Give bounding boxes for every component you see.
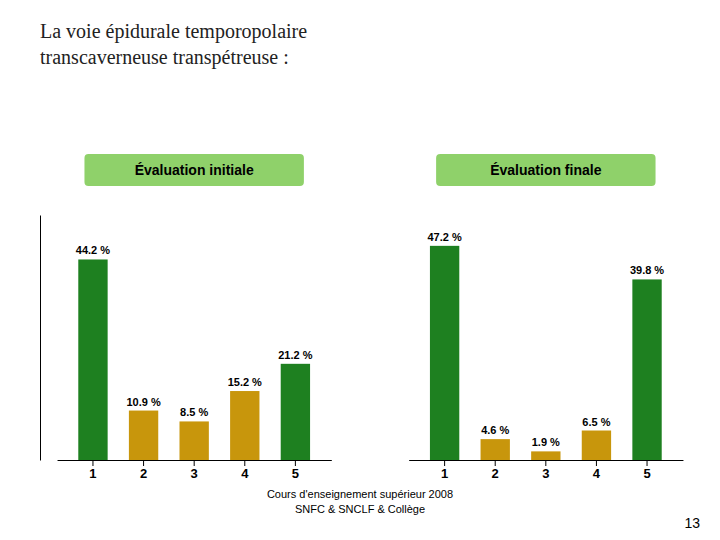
x-tick-mark: [444, 460, 445, 466]
data-labels: 44.2 % 10.9 % 8.5 % 15.2 % 21.2 %: [76, 244, 313, 418]
x-tick: 3: [191, 460, 198, 481]
x-tick: 1: [441, 460, 448, 481]
x-tick-mark: [244, 460, 245, 466]
data-label: 21.2 %: [278, 349, 312, 361]
x-tick-label: 3: [542, 466, 549, 481]
bar: [531, 451, 560, 460]
x-tick-label: 1: [441, 466, 448, 481]
group-label: Évaluation finale: [436, 154, 655, 186]
data-label: 6.5 %: [582, 416, 610, 428]
x-tick-label: 2: [492, 466, 499, 481]
bar: [430, 246, 459, 460]
group-label: Évaluation initiale: [84, 154, 303, 186]
x-tick-label: 2: [140, 466, 147, 481]
x-tick-label: 5: [643, 466, 650, 481]
group-label-text: Évaluation finale: [490, 162, 601, 178]
x-tick: 2: [140, 460, 147, 481]
x-tick-mark: [545, 460, 546, 466]
x-tick: 4: [241, 460, 249, 481]
x-tick-mark: [143, 460, 144, 466]
x-tick-label: 4: [241, 466, 249, 481]
data-label: 39.8 %: [630, 264, 664, 276]
page-number: 13: [684, 515, 700, 531]
group-label-box: [84, 154, 303, 186]
title-line: La voie épidurale temporopolaire: [40, 20, 307, 43]
data-label: 44.2 %: [76, 244, 110, 256]
data-label: 47.2 %: [427, 231, 461, 243]
title: La voie épidurale temporopolaire transcav…: [40, 20, 307, 69]
x-tick-label: 3: [191, 466, 198, 481]
footer: SNFC & SNCLF & Collège: [295, 503, 425, 515]
x-axis: 1 2 3 4 5: [409, 460, 683, 481]
bar: [129, 411, 158, 460]
x-tick: 4: [593, 460, 601, 481]
bar: [230, 391, 259, 460]
x-tick-label: 1: [89, 466, 96, 481]
y-axis-line: [40, 216, 41, 461]
group-label-box: [436, 154, 655, 186]
data-label: 4.6 %: [481, 424, 509, 436]
title-line: transcaverneuse transpétreuse :: [40, 46, 289, 69]
group-label-text: Évaluation initiale: [135, 162, 254, 178]
x-axis: 1 2 3 4 5: [58, 460, 332, 481]
bar: [582, 431, 611, 460]
x-tick-mark: [295, 460, 296, 466]
x-tick-mark: [596, 460, 597, 466]
bar: [281, 364, 310, 460]
x-tick-label: 4: [593, 466, 601, 481]
data-label: 1.9 %: [532, 436, 560, 448]
data-labels: 47.2 % 4.6 % 1.9 % 6.5 % 39.8 %: [427, 231, 664, 449]
y-axis: [40, 216, 41, 461]
x-tick-mark: [647, 460, 648, 466]
x-tick: 5: [643, 460, 650, 481]
bar: [481, 439, 510, 460]
x-tick: 3: [542, 460, 549, 481]
chart: La voie épidurale temporopolaire transcav…: [0, 0, 720, 540]
data-label: 8.5 %: [180, 406, 208, 418]
data-label: 10.9 %: [126, 396, 160, 408]
data-label: 15.2 %: [228, 376, 262, 388]
x-tick-label: 5: [292, 466, 299, 481]
x-tick-mark: [194, 460, 195, 466]
x-tick: 5: [292, 460, 299, 481]
x-tick: 1: [89, 460, 96, 481]
x-tick-mark: [92, 460, 93, 466]
bars: [78, 246, 661, 460]
x-tick: 2: [492, 460, 499, 481]
bar: [180, 421, 209, 460]
bar: [78, 259, 107, 460]
annotations: Cours d'enseignement supérieur 2008 SNFC …: [267, 488, 700, 531]
footer: Cours d'enseignement supérieur 2008: [267, 488, 453, 500]
x-tick-mark: [495, 460, 496, 466]
bar: [632, 279, 661, 460]
